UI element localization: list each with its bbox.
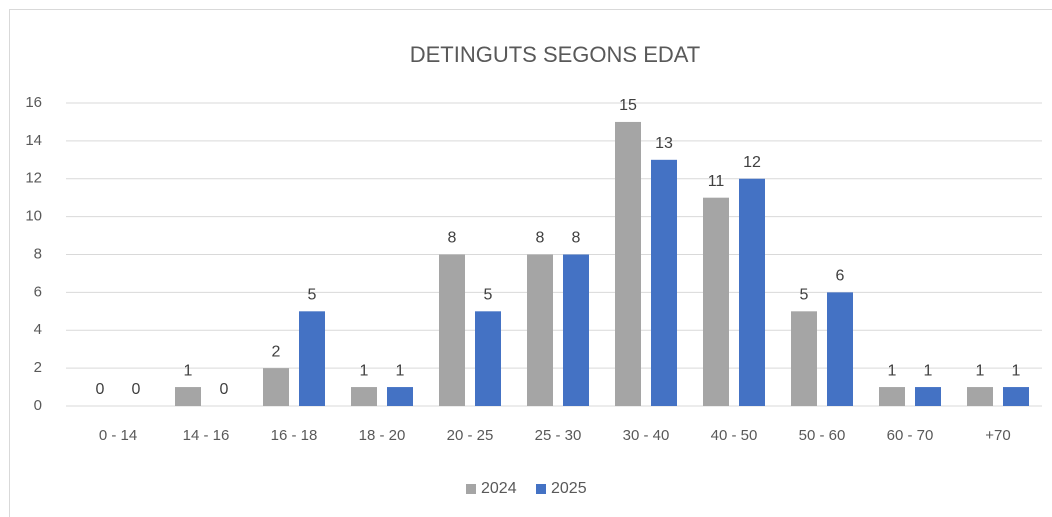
bar — [299, 311, 325, 406]
data-label: 5 — [484, 287, 493, 304]
x-tick-label: 20 - 25 — [447, 427, 494, 444]
y-tick-label: 14 — [25, 132, 42, 149]
data-label: 5 — [308, 287, 317, 304]
data-label: 1 — [360, 362, 369, 379]
chart-title: DETINGUTS SEGONS EDAT — [410, 42, 701, 67]
bar — [739, 178, 765, 406]
x-tick-label: 40 - 50 — [711, 427, 758, 444]
legend-swatch — [536, 484, 546, 494]
y-tick-label: 16 — [25, 94, 42, 111]
x-tick-label: +70 — [985, 427, 1010, 444]
bar — [1003, 387, 1029, 406]
data-label: 5 — [800, 287, 809, 304]
y-tick-label: 0 — [34, 397, 42, 414]
data-label: 11 — [708, 173, 725, 190]
x-tick-label: 25 - 30 — [535, 427, 582, 444]
data-label: 8 — [572, 230, 581, 247]
bar — [263, 368, 289, 406]
data-label: 8 — [448, 230, 457, 247]
data-label: 1 — [888, 362, 897, 379]
x-tick-label: 14 - 16 — [183, 427, 230, 444]
data-label: 1 — [396, 362, 405, 379]
x-tick-label: 18 - 20 — [359, 427, 406, 444]
x-tick-label: 16 - 18 — [271, 427, 318, 444]
bar — [651, 159, 677, 406]
data-label: 1 — [184, 362, 193, 379]
legend-label: 2024 — [481, 480, 517, 497]
y-tick-label: 2 — [34, 359, 42, 376]
bar — [175, 387, 201, 406]
bar — [915, 387, 941, 406]
bar — [791, 311, 817, 406]
data-label: 1 — [976, 362, 985, 379]
x-tick-label: 0 - 14 — [99, 427, 137, 444]
bar — [827, 292, 853, 406]
data-label: 1 — [1012, 362, 1021, 379]
bar — [703, 197, 729, 406]
bar — [475, 311, 501, 406]
data-label: 15 — [619, 97, 637, 114]
bar — [387, 387, 413, 406]
bar — [615, 121, 641, 406]
bar — [879, 387, 905, 406]
data-label: 0 — [132, 381, 141, 398]
y-tick-label: 10 — [25, 208, 42, 225]
data-label: 13 — [655, 135, 673, 152]
x-tick-label: 30 - 40 — [623, 427, 670, 444]
data-label: 2 — [272, 343, 281, 360]
data-label: 8 — [536, 230, 545, 247]
x-tick-label: 60 - 70 — [887, 427, 934, 444]
bar — [439, 254, 465, 406]
data-label: 0 — [96, 381, 105, 398]
bar — [527, 254, 553, 406]
legend-swatch — [466, 484, 476, 494]
bar — [351, 387, 377, 406]
y-tick-label: 6 — [34, 283, 42, 300]
bar — [563, 254, 589, 406]
x-tick-label: 50 - 60 — [799, 427, 846, 444]
data-label: 12 — [743, 154, 761, 171]
data-label: 0 — [220, 381, 229, 398]
y-tick-label: 8 — [34, 245, 42, 262]
bar — [967, 387, 993, 406]
legend-label: 2025 — [551, 480, 587, 497]
data-label: 6 — [836, 268, 845, 285]
y-tick-label: 12 — [25, 170, 42, 187]
y-tick-label: 4 — [34, 321, 42, 338]
data-label: 1 — [924, 362, 933, 379]
